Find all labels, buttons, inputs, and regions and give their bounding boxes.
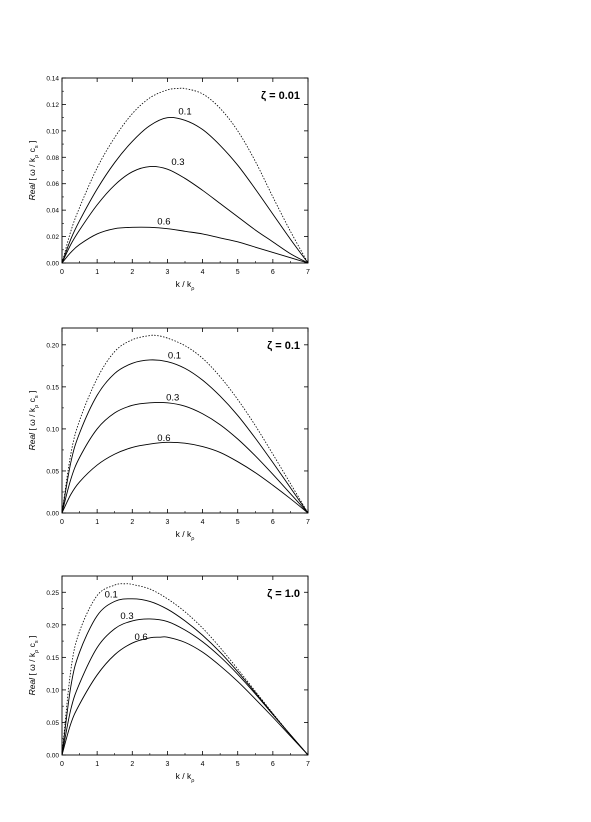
x-tick-label: 3 [165, 269, 169, 276]
x-axis-label: k / kρ [176, 529, 195, 542]
y-tick-label: 0.20 [46, 622, 59, 629]
y-tick-label: 0.02 [46, 234, 59, 241]
y-axis-label: Real [ ω / kρ cs ] [27, 636, 40, 696]
chart-panel-3: 0 1 2 3 4 5 6 7 0.00 0.05 0.10 0.15 0.20 0.25 0.10.30.… [27, 575, 310, 784]
y-axis-label: Real [ ω / kρ cs ] [27, 141, 40, 201]
x-tick-label: 0 [60, 269, 64, 276]
series-line-0-6 [61, 441, 309, 514]
curve-label: 0.6 [134, 632, 147, 643]
series-line-dotted [61, 583, 309, 756]
x-axis-label: k / kρ [176, 279, 195, 292]
y-tick-label: 0.04 [46, 208, 59, 215]
series-line-dotted [61, 334, 309, 514]
x-tick-label: 7 [306, 519, 310, 526]
panel-label: ζ = 1.0 [267, 588, 300, 600]
curve-label: 0.3 [166, 393, 179, 404]
y-tick-label: 0.00 [46, 261, 59, 268]
x-tick-label: 3 [165, 519, 169, 526]
x-tick-label: 7 [306, 761, 310, 768]
x-tick-label: 6 [271, 269, 275, 276]
x-axis-label: k / kρ [176, 771, 195, 784]
series-line-0-3 [61, 165, 309, 264]
x-tick-label: 1 [95, 269, 99, 276]
y-tick-label: 0.15 [46, 655, 59, 662]
panel-label: ζ = 0.1 [267, 340, 300, 352]
x-tick-label: 7 [306, 269, 310, 276]
x-tick-label: 6 [271, 519, 275, 526]
y-tick-label: 0.10 [46, 426, 59, 433]
y-tick-label: 0.05 [46, 468, 59, 475]
y-tick-label: 0.06 [46, 181, 59, 188]
curve-label: 0.6 [157, 433, 170, 444]
chart-panel-1: 0 1 2 3 4 5 6 7 0.00 0.02 0.04 0.06 0.08 0.10 0.12 0.14… [27, 76, 310, 293]
x-tick-label: 0 [60, 761, 64, 768]
curve-label: 0.1 [105, 590, 118, 601]
y-tick-label: 0.20 [46, 342, 59, 349]
x-tick-label: 5 [236, 761, 240, 768]
plot-frame [61, 575, 309, 756]
x-tick-label: 6 [271, 761, 275, 768]
x-tick-label: 0 [60, 519, 64, 526]
series-line-0-1 [61, 598, 309, 756]
curve-label: 0.3 [171, 157, 184, 168]
x-tick-label: 1 [95, 761, 99, 768]
series-line-0-6 [61, 226, 309, 264]
x-tick-label: 1 [95, 519, 99, 526]
curve-label: 0.1 [168, 351, 181, 362]
y-tick-label: 0.05 [46, 720, 59, 727]
y-tick-label: 0.15 [46, 384, 59, 391]
chart-panel-2: 0 1 2 3 4 5 6 7 0.00 0.05 0.10 0.15 0.20 0.1 0.3 0.6 ζ =… [27, 327, 310, 542]
y-tick-label: 0.00 [46, 753, 59, 760]
y-tick-label: 0.14 [46, 76, 59, 83]
y-tick-label: 0.10 [46, 128, 59, 135]
x-tick-label: 4 [201, 519, 205, 526]
curve-label: 0.1 [178, 107, 191, 118]
x-tick-label: 3 [165, 761, 169, 768]
y-axis-label: Real [ ω / kρ cs ] [27, 391, 40, 451]
x-tick-label: 2 [130, 519, 134, 526]
y-tick-label: 0.08 [46, 155, 59, 162]
y-tick-label: 0.25 [46, 590, 59, 597]
x-tick-label: 2 [130, 269, 134, 276]
series-line-0-1 [61, 116, 309, 264]
series-line-0-3 [61, 402, 309, 514]
series-line-0-6 [61, 636, 309, 756]
x-tick-label: 5 [236, 519, 240, 526]
plot-frame [61, 327, 309, 514]
panel-label: ζ = 0.01 [261, 90, 300, 102]
x-tick-label: 2 [130, 761, 134, 768]
series-line-0-3 [61, 618, 309, 756]
x-tick-label: 5 [236, 269, 240, 276]
curve-label: 0.6 [157, 216, 170, 227]
y-tick-label: 0.00 [46, 511, 59, 518]
series-line-0-1 [61, 359, 309, 514]
x-tick-label: 4 [201, 761, 205, 768]
series-line-dotted [61, 87, 309, 264]
y-tick-label: 0.10 [46, 687, 59, 694]
curve-label: 0.3 [120, 611, 133, 622]
y-tick-label: 0.12 [46, 102, 59, 109]
x-tick-label: 4 [201, 269, 205, 276]
